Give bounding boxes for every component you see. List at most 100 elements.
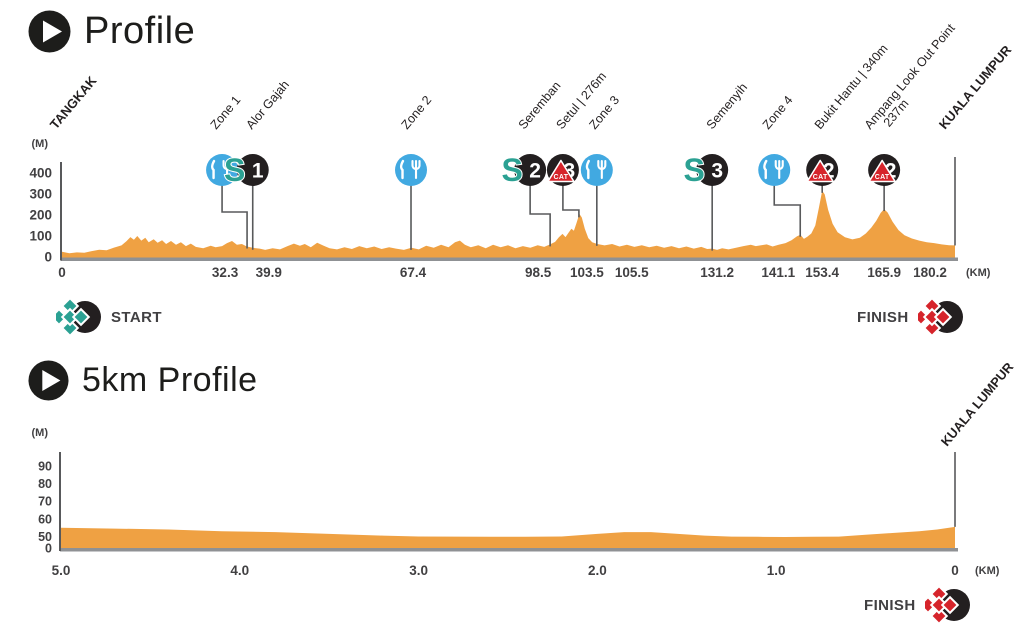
cat-text: CAT [875,174,890,181]
sprint-marker-icon: 1S [223,151,269,189]
x-tick-label: 3.0 [409,563,428,578]
cat-number: 3 [564,160,576,183]
feed-zone-circle [580,154,613,186]
elevation-area [61,526,955,548]
feed-zone-circle [758,154,791,186]
y-tick-label: 70 [38,495,52,509]
sprint-letter: S [224,152,245,188]
finish-label: FINISH [864,596,916,614]
distance-unit-label: (KM) [966,267,991,279]
cat-text: CAT [554,174,569,181]
feed-zone-circle [395,154,428,186]
fivekm-title: 5km Profile [82,361,258,399]
y-tick-label: 400 [29,166,52,181]
x-tick-label: 180.2 [913,265,947,280]
cat-triangle-icon [868,159,896,183]
fork-icon [774,159,784,180]
waypoint-text: Alor Gajah [243,78,292,132]
marker-stem [221,184,248,249]
knife-icon [210,159,216,180]
elevation-unit-label: (M) [32,138,49,150]
waypoint-text: Semenyih [704,80,750,132]
cat-number: 2 [823,160,835,183]
sprint-number: 1 [252,160,264,183]
y-tick-label: 200 [29,208,52,223]
cat-text: CAT [813,174,828,181]
x-tick-label: 2.0 [588,563,607,578]
x-tick-label: 0 [58,265,66,280]
start-marker: START [56,297,162,337]
x-axis-baseline [61,257,958,261]
waypoint-text: Zone 1 [208,93,244,132]
sprint-circle [236,154,269,186]
x-tick-label: 131.2 [700,265,734,280]
x-tick-label: 39.9 [256,265,282,280]
fivekm-chart-title: 5km Profile [28,360,258,401]
waypoint-label: Zone 4 [760,93,796,132]
x-tick-label: 1.0 [767,563,786,578]
stage-profile-chart: 0 100 200 300 400 (M) 0 32.3 39.9 67.4 98.5 103.5 10… [29,21,1014,280]
cat-triangle-icon [547,159,575,183]
y-tick-label: 80 [38,477,52,491]
waypoint-text: KUALA LUMPUR [936,42,1015,132]
y-tick-label: 50 [38,530,52,544]
cat-number: 2 [885,160,897,183]
marker-stem [773,184,802,237]
elevation-area [62,190,955,258]
waypoint-label: Zone 1 [208,93,244,132]
elevation-unit-label: (M) [32,427,49,439]
waypoint-label: TANGKAK [47,73,100,132]
knife-icon [399,159,405,180]
x-axis-baseline [60,548,958,552]
knife-icon [763,159,768,180]
sprint-marker-icon: 2S [500,151,547,189]
waypoint-label: KUALA LUMPUR [936,42,1015,132]
sprint-letter: S [501,152,522,188]
x-tick-label: 98.5 [525,265,552,280]
waypoint-text: TANGKAK [47,73,100,132]
sprint-letter: S [684,152,705,188]
y-tick-label: 0 [45,542,52,556]
fork-icon [597,159,607,180]
waypoint-text: Zone 2 [399,93,435,132]
distance-unit-label: (KM) [975,565,1000,577]
x-tick-label: 165.9 [867,265,901,280]
profile-chart-title: Profile [28,10,195,53]
marker-stem [562,184,580,218]
waypoint-label: Semenyih [704,80,750,132]
sprint-circle [696,154,729,186]
y-tick-label: 100 [29,229,52,244]
x-tick-label: 32.3 [212,265,239,280]
start-label: START [111,308,162,326]
x-tick-label: 67.4 [400,265,427,280]
feed-marker-icon [758,154,791,186]
feed-marker-icon [580,154,613,186]
x-tick-label: 141.1 [761,265,795,280]
cat-triangle-icon [806,159,834,183]
y-tick-label: 90 [38,460,52,474]
sprint-marker-icon: 3S [683,151,729,189]
finish-marker: FINISH [857,297,964,337]
x-tick-label: 103.5 [570,265,604,280]
x-tick-label: 153.4 [805,265,839,280]
marker-stem [529,184,551,247]
page-title: Profile [84,10,196,52]
x-tick-label: 5.0 [52,563,71,578]
feed-marker-icon [395,154,428,186]
waypoint-label: Zone 2 [399,93,435,132]
y-tick-label: 300 [29,187,52,202]
waypoint-text: KUALA LUMPUR [938,359,1017,449]
waypoint-text: Zone 4 [760,93,796,132]
waypoint-label: Alor Gajah [243,78,292,132]
sprint-circle [514,154,547,186]
sprint-number: 2 [529,160,541,183]
x-tick-label: 105.5 [615,265,649,280]
x-tick-label: 0 [951,563,959,578]
x-tick-label: 4.0 [230,563,249,578]
